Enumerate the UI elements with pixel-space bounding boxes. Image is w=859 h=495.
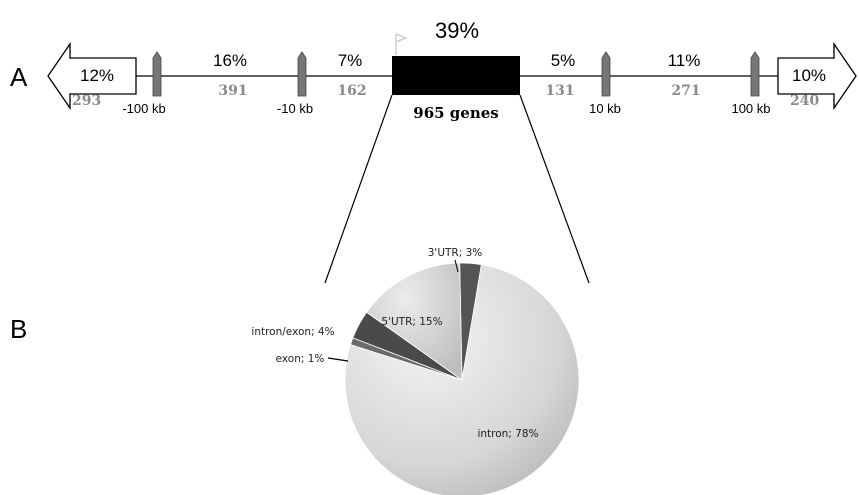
- marker-plus-10kb: [601, 51, 611, 97]
- gene-block: [392, 56, 520, 95]
- distance-minus-10kb: -10 kb: [277, 101, 313, 116]
- distance-minus-100kb: -100 kb: [122, 101, 165, 116]
- pct-seg-left-outer: 16%: [213, 51, 247, 70]
- left-arrow: [47, 41, 137, 111]
- count-seg-left-inner: 162: [337, 83, 366, 99]
- pie-label-3utr: 3'UTR; 3%: [428, 247, 483, 259]
- leader-exon: [327, 357, 349, 362]
- count-seg-right-outer: 271: [671, 83, 700, 99]
- gene-count-label: 965 genes: [413, 104, 498, 122]
- pct-seg-right-outer: 11%: [668, 51, 701, 70]
- pie-label-5utr: 5'UTR; 15%: [381, 316, 442, 328]
- right-arrow: [777, 41, 857, 111]
- marker-minus-100kb: [152, 51, 162, 97]
- leader-3utr: [454, 259, 459, 273]
- pie-chart: [344, 262, 580, 495]
- count-left-arrow: 293: [72, 93, 101, 109]
- marker-minus-10kb: [297, 51, 307, 97]
- zoom-line-left: [324, 94, 393, 284]
- zoom-line-right: [519, 94, 590, 284]
- count-seg-left-outer: 391: [218, 83, 247, 99]
- pie-slice-intron: [344, 264, 580, 495]
- pct-center: 39%: [435, 18, 479, 43]
- pie-slice-5utr: [366, 262, 463, 381]
- pct-left-arrow: 12%: [80, 66, 114, 85]
- pie-label-intron-exon: intron/exon; 4%: [251, 326, 334, 338]
- pie-label-intron: intron; 78%: [477, 428, 538, 440]
- panel-label-a: A: [10, 62, 28, 92]
- panel-label-b: B: [10, 314, 27, 344]
- pct-seg-left-inner: 7%: [338, 51, 363, 70]
- distance-plus-100kb: 100 kb: [731, 101, 770, 116]
- pct-seg-right-inner: 5%: [551, 51, 576, 70]
- count-seg-right-inner: 131: [545, 83, 574, 99]
- tss-flag-icon: [395, 33, 409, 55]
- marker-plus-100kb: [750, 51, 760, 97]
- pie-label-exon: exon; 1%: [276, 353, 325, 365]
- pct-right-arrow: 10%: [792, 66, 826, 85]
- distance-plus-10kb: 10 kb: [589, 101, 621, 116]
- count-right-arrow: 240: [790, 93, 819, 109]
